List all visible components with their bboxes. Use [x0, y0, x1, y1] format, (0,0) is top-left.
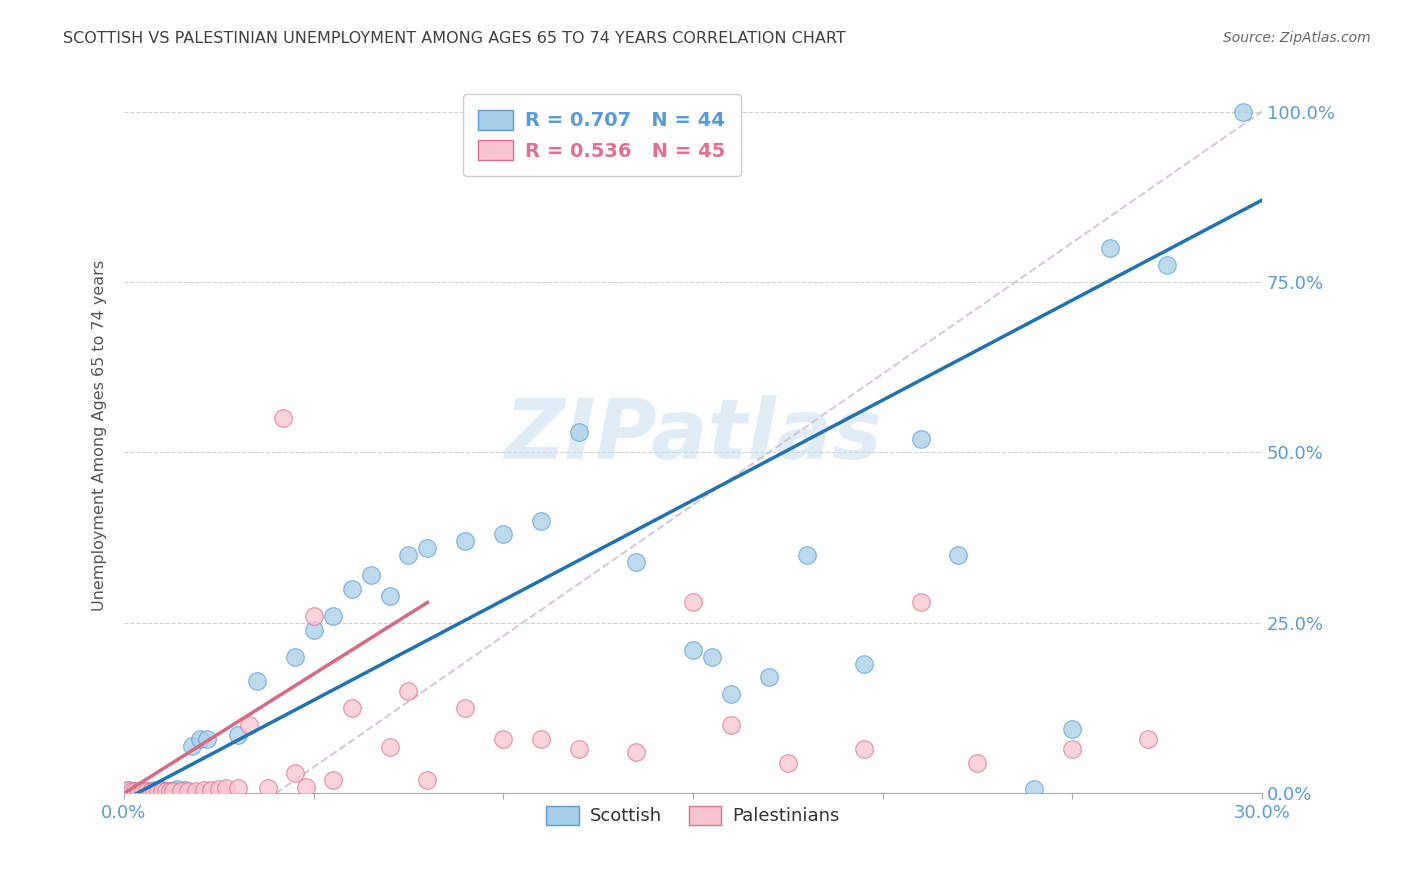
Point [378, 589, 401, 603]
Point [492, 527, 515, 541]
Point [173, 783, 195, 797]
Point [150, 783, 173, 797]
Point [295, 780, 318, 794]
Point [184, 783, 207, 797]
Point [117, 783, 139, 797]
Point [378, 739, 401, 754]
Text: Source: ZipAtlas.com: Source: ZipAtlas.com [1223, 31, 1371, 45]
Point [150, 783, 173, 797]
Point [181, 739, 204, 753]
Point [340, 701, 363, 715]
Point [139, 783, 162, 797]
Point [1232, 104, 1254, 119]
Point [215, 780, 238, 795]
Point [159, 783, 181, 797]
Point [177, 783, 200, 797]
Point [271, 411, 294, 425]
Point [132, 785, 155, 799]
Point [530, 514, 553, 528]
Point [124, 784, 146, 798]
Legend: Scottish, Palestinians: Scottish, Palestinians [537, 797, 849, 834]
Point [1062, 742, 1084, 756]
Point [200, 783, 222, 797]
Point [146, 784, 169, 798]
Point [340, 582, 363, 596]
Point [170, 784, 193, 798]
Point [159, 784, 181, 798]
Point [226, 780, 249, 795]
Point [135, 783, 157, 797]
Point [1062, 722, 1084, 736]
Point [197, 731, 219, 746]
Point [776, 756, 799, 770]
Point [1024, 781, 1046, 796]
Point [720, 718, 742, 732]
Point [492, 731, 515, 746]
Text: ZIPatlas: ZIPatlas [503, 395, 882, 476]
Point [226, 728, 249, 742]
Point [360, 568, 382, 582]
Point [284, 650, 307, 665]
Point [910, 432, 932, 446]
Point [284, 765, 307, 780]
Point [852, 742, 875, 756]
Point [416, 772, 439, 787]
Point [398, 684, 420, 698]
Point [624, 555, 647, 569]
Point [208, 782, 231, 797]
Point [128, 784, 150, 798]
Point [132, 784, 155, 798]
Point [143, 783, 166, 797]
Point [322, 609, 344, 624]
Point [238, 718, 260, 732]
Point [124, 783, 146, 797]
Point [720, 688, 742, 702]
Point [121, 784, 143, 798]
Point [135, 784, 157, 798]
Point [966, 756, 988, 770]
Point [121, 783, 143, 797]
Point [322, 772, 344, 787]
Point [155, 783, 177, 797]
Point [852, 657, 875, 671]
Point [910, 595, 932, 609]
Point [796, 548, 818, 562]
Point [1137, 731, 1160, 746]
Point [700, 650, 723, 665]
Point [568, 425, 591, 439]
Point [568, 742, 591, 756]
Point [454, 701, 477, 715]
Point [155, 784, 177, 798]
Text: SCOTTISH VS PALESTINIAN UNEMPLOYMENT AMONG AGES 65 TO 74 YEARS CORRELATION CHART: SCOTTISH VS PALESTINIAN UNEMPLOYMENT AMO… [63, 31, 846, 46]
Point [948, 548, 970, 562]
Point [1156, 258, 1178, 272]
Point [139, 784, 162, 798]
Point [1099, 241, 1122, 255]
Point [398, 548, 420, 562]
Point [682, 643, 704, 657]
Point [117, 783, 139, 797]
Point [246, 673, 269, 688]
Point [188, 731, 211, 746]
Point [128, 783, 150, 797]
Point [302, 623, 325, 637]
Y-axis label: Unemployment Among Ages 65 to 74 years: Unemployment Among Ages 65 to 74 years [93, 260, 107, 611]
Point [416, 541, 439, 555]
Point [682, 595, 704, 609]
Point [530, 731, 553, 746]
Point [454, 534, 477, 549]
Point [257, 780, 280, 795]
Point [302, 609, 325, 624]
Point [143, 784, 166, 798]
Point [193, 783, 215, 797]
Point [624, 746, 647, 760]
Point [166, 782, 188, 797]
Point [758, 670, 780, 684]
Point [162, 784, 184, 798]
